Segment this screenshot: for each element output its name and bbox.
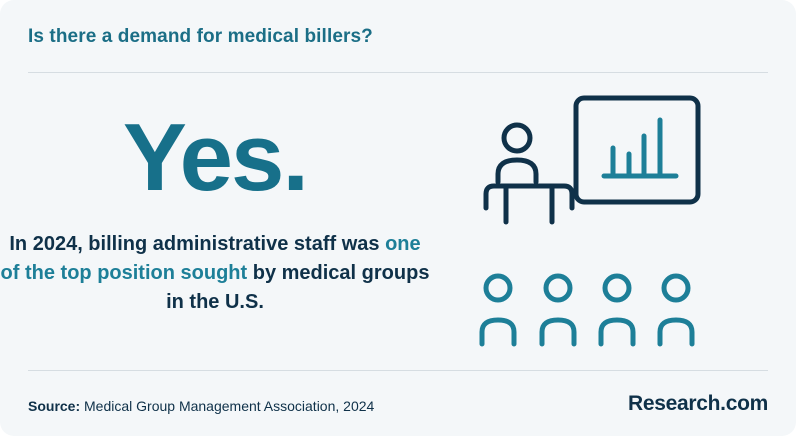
divider-bottom [28, 370, 768, 371]
brand-logo: Research.com [628, 392, 768, 415]
statement-highlight: one of the top position sought [0, 233, 421, 284]
statement-after: by medical groups in the U.S. [166, 262, 430, 313]
page-title: Is there a demand for medical billers? [28, 26, 373, 47]
presenter-with-chart-and-audience-icon [479, 95, 701, 347]
divider-top [28, 72, 768, 73]
presentation-board-icon [573, 95, 701, 205]
source-text: Medical Group Management Association, 20… [84, 398, 375, 414]
statement-text: In 2024, billing administrative staff wa… [0, 230, 430, 317]
audience-icon [479, 273, 695, 347]
source-citation: Source: Medical Group Management Associa… [28, 398, 374, 414]
source-label: Source: [28, 398, 81, 414]
presenter-icon [483, 122, 575, 225]
statement-before: In 2024, billing administrative staff wa… [9, 233, 380, 255]
answer-heading: Yes. [122, 104, 309, 211]
bar-chart-icon [601, 117, 679, 179]
